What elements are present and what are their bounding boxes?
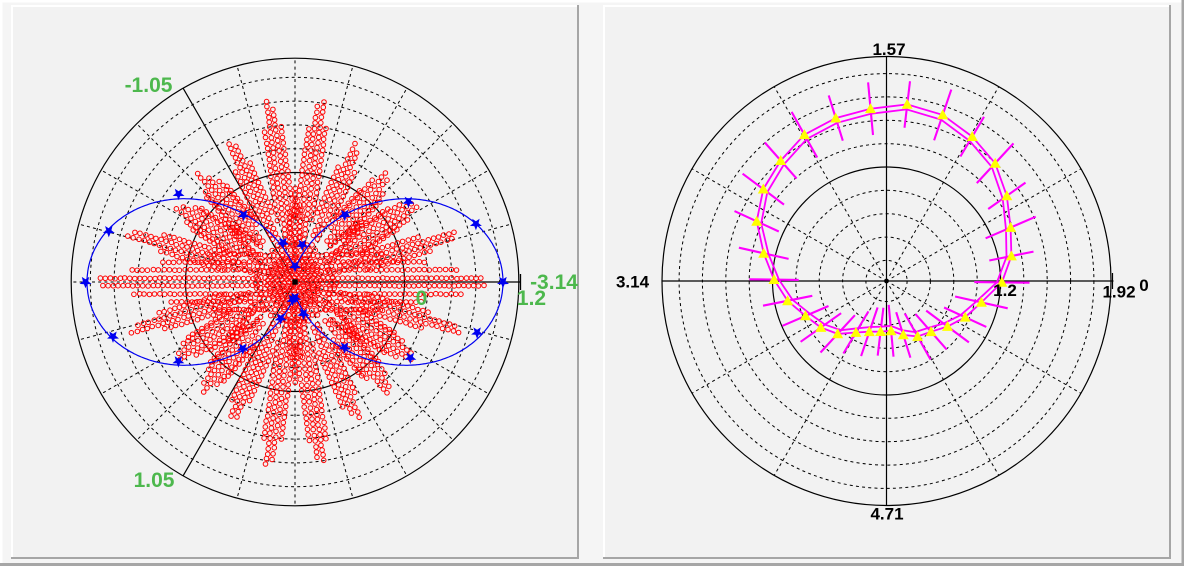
svg-text:0: 0 (416, 287, 428, 310)
svg-text:-1.05: -1.05 (125, 74, 173, 97)
svg-text:1.57: 1.57 (872, 40, 905, 59)
svg-text:3.14: 3.14 (616, 273, 650, 292)
svg-text:1.92: 1.92 (1102, 283, 1135, 302)
svg-text:4.71: 4.71 (870, 505, 903, 524)
svg-text:1.05: 1.05 (134, 469, 175, 492)
svg-text:-3.14: -3.14 (530, 271, 578, 294)
svg-text:1.2: 1.2 (993, 281, 1017, 300)
svg-text:0: 0 (1139, 276, 1148, 295)
